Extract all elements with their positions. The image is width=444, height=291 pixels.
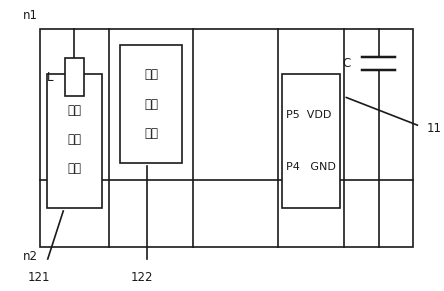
Text: 第一: 第一 <box>67 104 81 117</box>
Text: 开关: 开关 <box>67 133 81 146</box>
Text: 电路: 电路 <box>67 162 81 175</box>
Text: 第二: 第二 <box>144 68 158 81</box>
Text: 122: 122 <box>131 271 153 284</box>
Text: P4   GND: P4 GND <box>286 162 336 172</box>
Text: 电路: 电路 <box>144 127 158 140</box>
Text: n1: n1 <box>23 9 38 22</box>
Text: 开关: 开关 <box>144 97 158 111</box>
Text: 11: 11 <box>426 122 441 134</box>
Text: 121: 121 <box>28 271 50 284</box>
Text: n2: n2 <box>23 250 38 263</box>
Bar <box>40 29 413 247</box>
Bar <box>47 74 102 208</box>
Text: L: L <box>47 71 53 84</box>
Bar <box>282 74 340 208</box>
Text: P5  VDD: P5 VDD <box>286 110 332 120</box>
Text: C: C <box>342 57 350 70</box>
Bar <box>65 58 84 96</box>
Bar <box>120 45 182 163</box>
